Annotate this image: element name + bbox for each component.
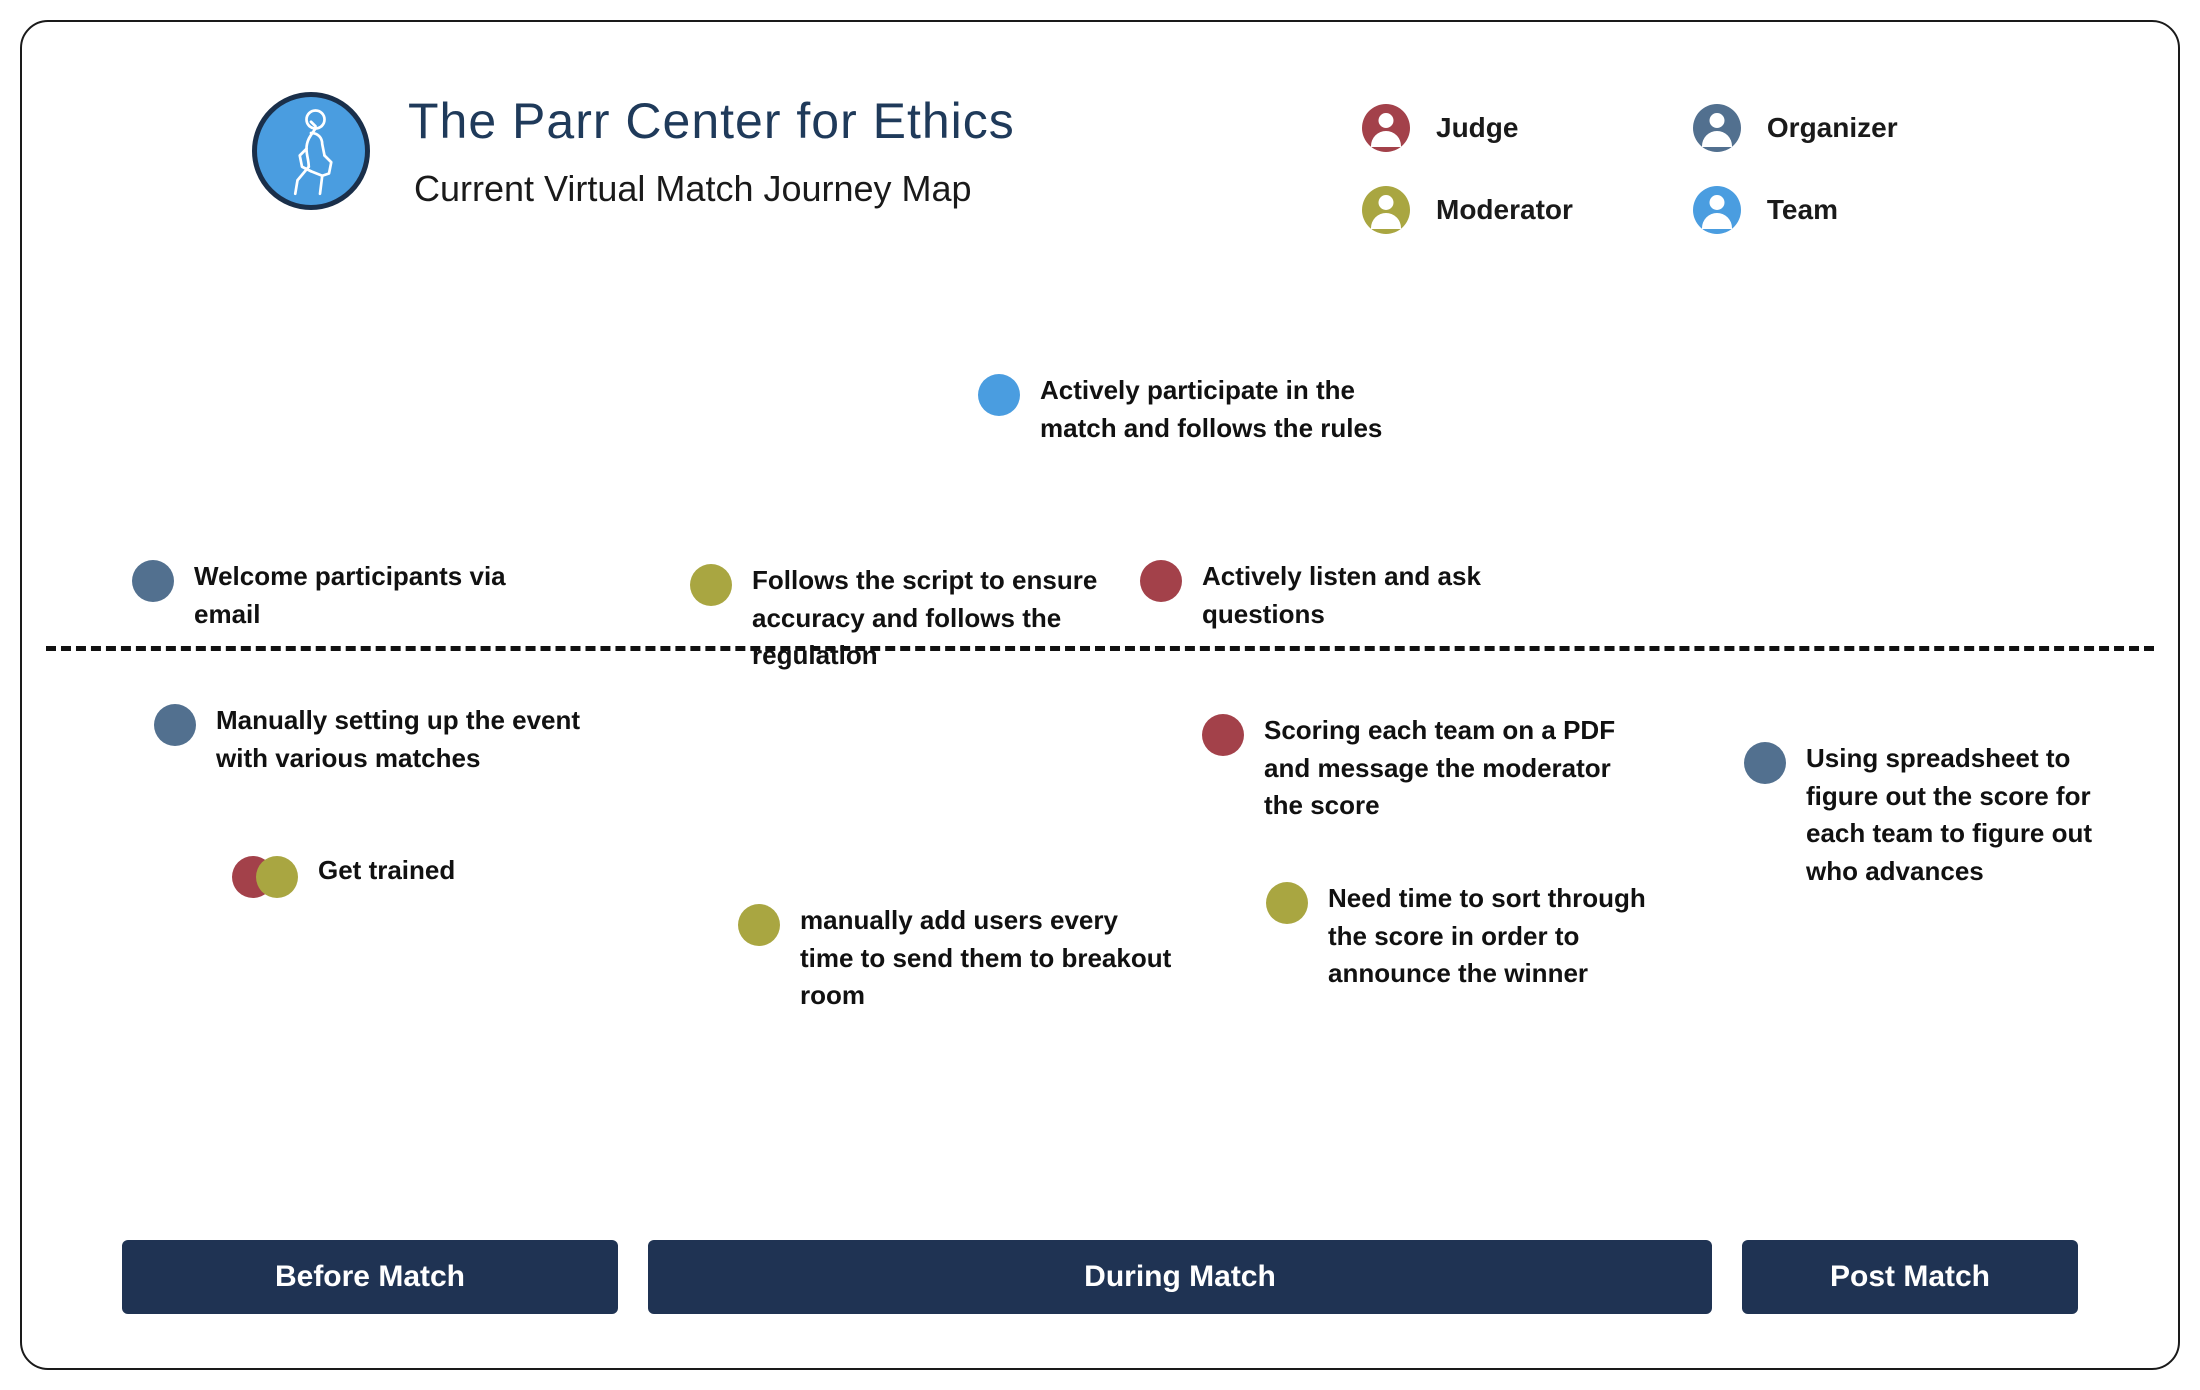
legend-item-judge: Judge — [1362, 104, 1573, 152]
thinker-logo-icon — [252, 92, 370, 210]
journey-map-frame: The Parr Center for Ethics Current Virtu… — [20, 20, 2180, 1370]
moderator-dot-icon — [738, 904, 780, 946]
node-text: Manually setting up the event with vario… — [216, 702, 584, 777]
node-text: Scoring each team on a PDF and message t… — [1264, 712, 1632, 825]
role-dot-pair — [232, 854, 298, 896]
node-text: Need time to sort through the score in o… — [1328, 880, 1686, 993]
team-person-icon — [1693, 186, 1741, 234]
node-text: Get trained — [318, 852, 455, 890]
organizer-person-icon — [1693, 104, 1741, 152]
node-add-users: manually add users every time to send th… — [738, 902, 1178, 1015]
node-sort-score: Need time to sort through the score in o… — [1266, 880, 1686, 993]
legend: Judge Organizer Moderator Team — [1362, 104, 1898, 234]
node-follow-script: Follows the script to ensure accuracy an… — [690, 562, 1120, 675]
legend-label-judge: Judge — [1436, 112, 1518, 144]
legend-item-moderator: Moderator — [1362, 186, 1573, 234]
phase-during: During Match — [648, 1240, 1712, 1314]
node-setup-event: Manually setting up the event with vario… — [154, 702, 584, 777]
moderator-dot-icon — [690, 564, 732, 606]
organizer-dot-icon — [154, 704, 196, 746]
node-text: manually add users every time to send th… — [800, 902, 1178, 1015]
node-text: Actively listen and ask questions — [1202, 558, 1500, 633]
legend-label-team: Team — [1767, 194, 1838, 226]
node-listen-ask: Actively listen and ask questions — [1140, 558, 1500, 633]
organizer-dot-icon — [132, 560, 174, 602]
legend-label-moderator: Moderator — [1436, 194, 1573, 226]
titles: The Parr Center for Ethics Current Virtu… — [408, 92, 1015, 210]
page-title: The Parr Center for Ethics — [408, 92, 1015, 150]
legend-item-team: Team — [1693, 186, 1898, 234]
node-welcome-email: Welcome participants via email — [132, 558, 552, 633]
node-text: Welcome participants via email — [194, 558, 552, 633]
node-text: Actively participate in the match and fo… — [1040, 372, 1398, 447]
phase-post: Post Match — [1742, 1240, 2078, 1314]
node-participate: Actively participate in the match and fo… — [978, 372, 1398, 447]
node-get-trained: Get trained — [232, 852, 552, 896]
moderator-person-icon — [1362, 186, 1410, 234]
team-dot-icon — [978, 374, 1020, 416]
moderator-dot-icon — [256, 856, 298, 898]
phase-before: Before Match — [122, 1240, 618, 1314]
judge-dot-icon — [1140, 560, 1182, 602]
judge-person-icon — [1362, 104, 1410, 152]
legend-item-organizer: Organizer — [1693, 104, 1898, 152]
moderator-dot-icon — [1266, 882, 1308, 924]
journey-canvas: Welcome participants via email Manually s… — [22, 272, 2178, 1228]
node-text: Follows the script to ensure accuracy an… — [752, 562, 1120, 675]
page-subtitle: Current Virtual Match Journey Map — [414, 168, 1015, 210]
node-spreadsheet: Using spreadsheet to figure out the scor… — [1744, 740, 2134, 891]
node-scoring-pdf: Scoring each team on a PDF and message t… — [1202, 712, 1632, 825]
legend-label-organizer: Organizer — [1767, 112, 1898, 144]
node-text: Using spreadsheet to figure out the scor… — [1806, 740, 2134, 891]
judge-dot-icon — [1202, 714, 1244, 756]
organizer-dot-icon — [1744, 742, 1786, 784]
